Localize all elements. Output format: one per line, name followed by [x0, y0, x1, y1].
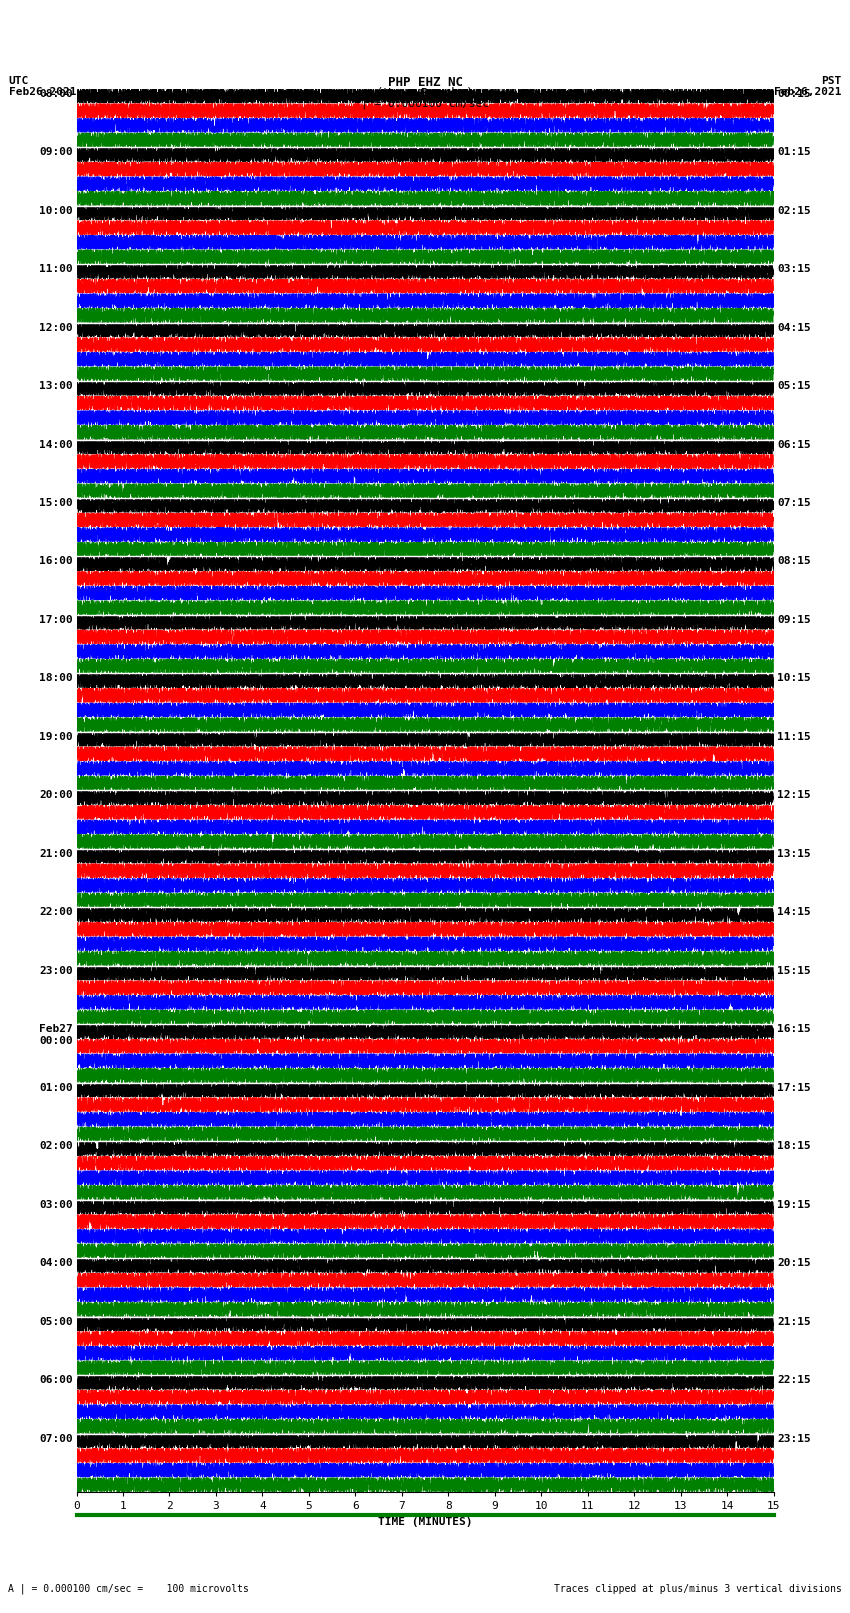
- Text: 07:15: 07:15: [777, 498, 811, 508]
- Text: 01:15: 01:15: [777, 147, 811, 156]
- Text: 09:00: 09:00: [39, 147, 73, 156]
- Text: 10:15: 10:15: [777, 674, 811, 684]
- Text: 06:00: 06:00: [39, 1374, 73, 1386]
- X-axis label: TIME (MINUTES): TIME (MINUTES): [377, 1516, 473, 1526]
- Text: PST
Feb26,2021: PST Feb26,2021: [774, 76, 842, 97]
- Text: 07:00: 07:00: [39, 1434, 73, 1444]
- Text: 08:00: 08:00: [39, 89, 73, 98]
- Text: 11:00: 11:00: [39, 265, 73, 274]
- Text: 15:00: 15:00: [39, 498, 73, 508]
- Text: 23:15: 23:15: [777, 1434, 811, 1444]
- Text: 05:15: 05:15: [777, 381, 811, 390]
- Text: 17:00: 17:00: [39, 615, 73, 624]
- Text: 00:15: 00:15: [777, 89, 811, 98]
- Text: 04:00: 04:00: [39, 1258, 73, 1268]
- Text: 16:00: 16:00: [39, 556, 73, 566]
- Text: 02:00: 02:00: [39, 1142, 73, 1152]
- Text: 04:15: 04:15: [777, 323, 811, 332]
- Text: 16:15: 16:15: [777, 1024, 811, 1034]
- Text: 02:15: 02:15: [777, 206, 811, 216]
- Text: 10:00: 10:00: [39, 206, 73, 216]
- Text: 21:00: 21:00: [39, 848, 73, 858]
- Text: PHP EHZ NC: PHP EHZ NC: [388, 76, 462, 89]
- Text: 11:15: 11:15: [777, 732, 811, 742]
- Text: 19:00: 19:00: [39, 732, 73, 742]
- Text: 22:15: 22:15: [777, 1374, 811, 1386]
- Text: UTC
Feb26,2021: UTC Feb26,2021: [8, 76, 76, 97]
- Text: 18:00: 18:00: [39, 674, 73, 684]
- Text: 14:15: 14:15: [777, 907, 811, 918]
- Text: 18:15: 18:15: [777, 1142, 811, 1152]
- Text: 12:15: 12:15: [777, 790, 811, 800]
- Text: 17:15: 17:15: [777, 1082, 811, 1092]
- Text: (Hope Ranch ): (Hope Ranch ): [377, 87, 473, 100]
- Text: | = 0.000100 cm/sec: | = 0.000100 cm/sec: [361, 98, 489, 110]
- Text: Feb27
00:00: Feb27 00:00: [39, 1024, 73, 1045]
- Text: 15:15: 15:15: [777, 966, 811, 976]
- Text: 09:15: 09:15: [777, 615, 811, 624]
- Text: 13:00: 13:00: [39, 381, 73, 390]
- Text: 22:00: 22:00: [39, 907, 73, 918]
- Text: 03:00: 03:00: [39, 1200, 73, 1210]
- Text: 19:15: 19:15: [777, 1200, 811, 1210]
- Text: Traces clipped at plus/minus 3 vertical divisions: Traces clipped at plus/minus 3 vertical …: [553, 1584, 842, 1594]
- Text: 08:15: 08:15: [777, 556, 811, 566]
- Text: 06:15: 06:15: [777, 440, 811, 450]
- Text: 21:15: 21:15: [777, 1316, 811, 1326]
- Text: 20:00: 20:00: [39, 790, 73, 800]
- Text: 14:00: 14:00: [39, 440, 73, 450]
- Text: 23:00: 23:00: [39, 966, 73, 976]
- Text: 05:00: 05:00: [39, 1316, 73, 1326]
- Text: 20:15: 20:15: [777, 1258, 811, 1268]
- Text: 01:00: 01:00: [39, 1082, 73, 1092]
- Text: 12:00: 12:00: [39, 323, 73, 332]
- Text: A | = 0.000100 cm/sec =    100 microvolts: A | = 0.000100 cm/sec = 100 microvolts: [8, 1582, 249, 1594]
- Text: 03:15: 03:15: [777, 265, 811, 274]
- Text: 13:15: 13:15: [777, 848, 811, 858]
